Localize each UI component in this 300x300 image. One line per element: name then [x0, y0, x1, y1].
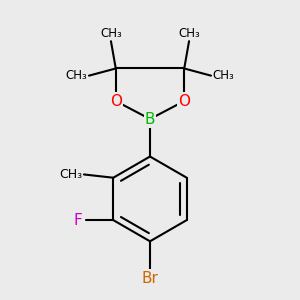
Text: CH₃: CH₃	[213, 69, 234, 82]
Text: Br: Br	[142, 271, 158, 286]
Text: B: B	[145, 112, 155, 127]
Text: O: O	[178, 94, 190, 109]
Text: F: F	[74, 213, 82, 228]
Text: CH₃: CH₃	[178, 27, 200, 40]
Text: O: O	[110, 94, 122, 109]
Text: CH₃: CH₃	[59, 168, 83, 181]
Text: CH₃: CH₃	[100, 27, 122, 40]
Text: CH₃: CH₃	[66, 69, 87, 82]
